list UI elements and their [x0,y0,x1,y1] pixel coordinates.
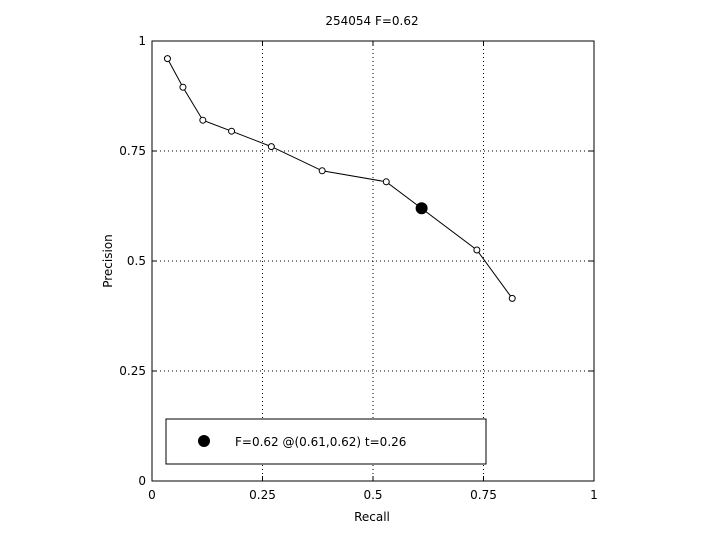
best-f-point [415,202,428,215]
data-point [163,55,171,63]
x-tick-label: 0.5 [363,488,382,502]
legend-box [165,418,487,465]
x-tick-label: 1 [590,488,598,502]
data-point [318,167,326,175]
x-tick-label: 0.25 [249,488,276,502]
y-axis-label: Precision [101,234,115,288]
data-point [267,143,275,151]
grid-lines [152,41,594,481]
data-point [179,83,187,91]
x-axis-label: Recall [354,510,390,524]
x-tick-label: 0 [148,488,156,502]
legend: F=0.62 @(0.61,0.62) t=0.26 [165,418,487,465]
y-tick-label: 1 [138,34,146,48]
y-tick-label: 0 [138,474,146,488]
data-point [508,294,516,302]
plot-frame [151,40,595,482]
y-tick-label: 0.5 [127,254,146,268]
y-tick-label: 0.75 [119,144,146,158]
y-tick-label: 0.25 [119,364,146,378]
chart-title: 254054 F=0.62 [325,14,418,28]
data-point [382,178,390,186]
data-point [473,246,481,254]
data-point [199,116,207,124]
x-tick-label: 0.75 [470,488,497,502]
legend-text: F=0.62 @(0.61,0.62) t=0.26 [235,435,406,449]
data-point [228,127,236,135]
legend-marker [198,435,210,447]
series-layer [163,55,516,302]
